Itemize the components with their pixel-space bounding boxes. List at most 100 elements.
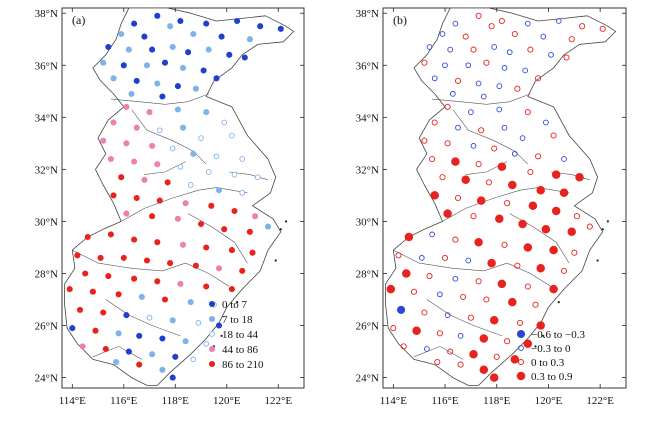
lon-tick-label: 114°E bbox=[59, 395, 86, 407]
station-point bbox=[177, 280, 184, 287]
lon-tick-label: 114°E bbox=[380, 395, 407, 407]
lat-tick-label: 36°N bbox=[35, 60, 58, 72]
station-point bbox=[524, 109, 531, 116]
legend-symbol bbox=[516, 371, 526, 381]
station-point bbox=[560, 267, 568, 274]
station-point bbox=[200, 67, 207, 74]
station-point bbox=[154, 278, 161, 285]
legend-label: −0.3 to 0 bbox=[531, 343, 571, 355]
station-point bbox=[501, 241, 508, 248]
station-point bbox=[203, 340, 210, 347]
station-point bbox=[467, 314, 474, 321]
station-point bbox=[523, 243, 533, 252]
station-point bbox=[488, 23, 495, 30]
province-border bbox=[92, 346, 142, 360]
station-point bbox=[421, 59, 428, 66]
station-point bbox=[462, 33, 469, 40]
legend-symbol bbox=[517, 358, 525, 366]
station-point bbox=[221, 226, 228, 233]
station-point bbox=[79, 343, 86, 350]
legend-label: 0 to 0.3 bbox=[531, 357, 565, 369]
station-point bbox=[205, 46, 212, 53]
station-point bbox=[92, 327, 99, 334]
station-point bbox=[536, 321, 545, 330]
station-point bbox=[174, 106, 181, 113]
station-point bbox=[131, 236, 138, 243]
station-point bbox=[497, 162, 507, 172]
station-point bbox=[457, 361, 464, 368]
station-point bbox=[421, 137, 428, 144]
station-point bbox=[154, 239, 161, 246]
station-point bbox=[177, 17, 184, 25]
station-point bbox=[252, 213, 259, 220]
station-point bbox=[543, 119, 549, 126]
station-point bbox=[203, 109, 210, 116]
station-point bbox=[540, 33, 547, 40]
station-point bbox=[495, 214, 504, 224]
station-point bbox=[239, 267, 246, 274]
station-point bbox=[579, 23, 586, 30]
station-point bbox=[123, 103, 130, 110]
station-point bbox=[187, 182, 194, 188]
station-point bbox=[234, 17, 241, 25]
station-point bbox=[226, 51, 233, 58]
station-point bbox=[254, 174, 261, 181]
station-point bbox=[461, 175, 470, 185]
station-point bbox=[524, 20, 531, 27]
station-point bbox=[131, 20, 138, 27]
station-point bbox=[192, 85, 199, 92]
station-point bbox=[483, 59, 490, 66]
station-point bbox=[479, 365, 489, 375]
station-point bbox=[430, 191, 439, 200]
station-point bbox=[246, 228, 253, 235]
station-point bbox=[123, 312, 130, 319]
station-point bbox=[390, 325, 397, 332]
island-mark bbox=[220, 334, 223, 337]
station-point bbox=[508, 180, 517, 190]
station-point bbox=[436, 330, 443, 337]
station-point bbox=[203, 244, 210, 251]
lon-tick-label: 120°E bbox=[213, 395, 241, 407]
station-point bbox=[400, 343, 407, 350]
station-point bbox=[451, 157, 460, 166]
station-point bbox=[120, 254, 127, 261]
station-point bbox=[455, 124, 461, 131]
station-point bbox=[443, 209, 452, 218]
station-point bbox=[89, 288, 96, 295]
station-point bbox=[115, 330, 122, 337]
station-point bbox=[76, 306, 84, 313]
station-point bbox=[421, 309, 428, 316]
lat-tick-label: 28°N bbox=[356, 268, 379, 280]
lon-tick-label: 116°E bbox=[110, 395, 137, 407]
station-point bbox=[496, 106, 503, 113]
station-point bbox=[447, 46, 454, 53]
station-point bbox=[549, 284, 558, 294]
station-point bbox=[133, 77, 140, 84]
station-point bbox=[497, 279, 507, 289]
station-point bbox=[100, 137, 107, 144]
map-frame bbox=[61, 7, 305, 389]
station-point bbox=[518, 219, 527, 229]
station-point bbox=[559, 188, 569, 198]
station-point bbox=[118, 30, 125, 38]
station-point bbox=[161, 59, 169, 66]
legend-label: −0.6 to −0.3 bbox=[531, 329, 585, 341]
station-point bbox=[107, 155, 114, 163]
panel-label: (a) bbox=[72, 13, 85, 27]
station-point bbox=[460, 293, 467, 300]
station-point bbox=[501, 65, 508, 71]
station-point bbox=[231, 207, 238, 215]
panel-b: 24°N 26°N 28°N 30°N 32°N 34°N 36°N 38°N 114°E 116… bbox=[356, 7, 627, 407]
legend-symbol bbox=[208, 315, 216, 323]
station-point bbox=[192, 262, 199, 269]
station-point bbox=[149, 46, 156, 53]
island-mark bbox=[601, 228, 604, 231]
island-mark bbox=[606, 220, 610, 223]
station-point bbox=[437, 291, 443, 298]
island-mark bbox=[284, 220, 288, 223]
province-border bbox=[393, 249, 552, 287]
station-point bbox=[478, 127, 485, 134]
station-point bbox=[215, 265, 223, 272]
station-point bbox=[571, 249, 578, 256]
station-point bbox=[516, 319, 524, 326]
